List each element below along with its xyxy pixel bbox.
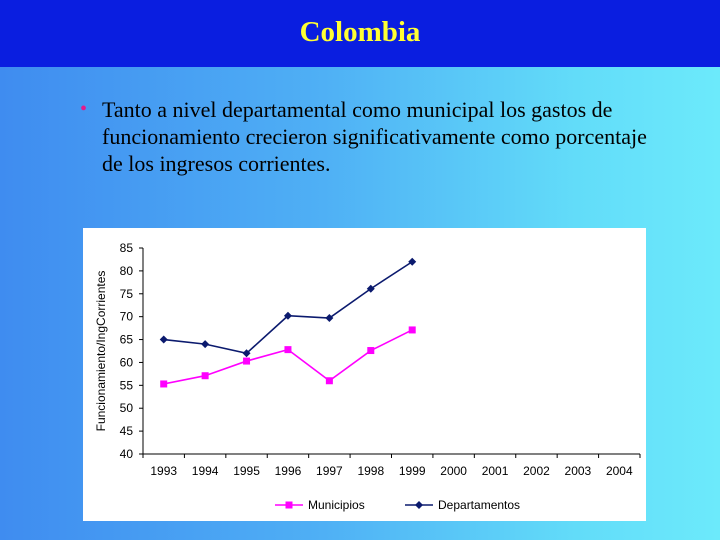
title-bar [0, 0, 720, 67]
x-tick-label: 1994 [192, 464, 219, 478]
x-tick-label: 2002 [523, 464, 550, 478]
data-point-1 [408, 257, 417, 266]
legend-swatch-marker [415, 501, 423, 509]
y-tick-label: 80 [120, 264, 134, 278]
line-chart: 40 45 50 55 60 65 70 75 80 85 1993 1994 1995 1996 1997… [94, 241, 641, 512]
slide-title: Colombia [299, 16, 421, 48]
data-point-1 [325, 314, 334, 323]
x-tick-label: 1996 [275, 464, 302, 478]
legend-label: Departamentos [438, 498, 520, 512]
legend-label: Municipios [308, 498, 365, 512]
data-point-0 [367, 347, 375, 355]
data-point-1 [242, 349, 251, 358]
data-point-1 [366, 284, 375, 293]
y-tick-label: 55 [120, 378, 134, 392]
data-point-0 [284, 346, 292, 354]
x-tick-label: 1993 [150, 464, 177, 478]
y-tick-label: 70 [120, 310, 134, 324]
y-tick-label: 45 [120, 424, 134, 438]
y-axis-title: Funcionamiento/IngCorrientes [94, 271, 108, 432]
bullet-text: Tanto a nivel departamental como municip… [102, 97, 647, 176]
chart-panel: 40 45 50 55 60 65 70 75 80 85 1993 1994 1995 1996 1997… [83, 228, 646, 521]
x-tick-label: 2001 [482, 464, 509, 478]
x-tick-label: 1997 [316, 464, 343, 478]
x-tick-label: 2000 [440, 464, 467, 478]
y-tick-label: 75 [120, 287, 134, 301]
data-point-0 [201, 372, 209, 380]
data-point-0 [243, 357, 251, 365]
x-tick-label: 1998 [357, 464, 384, 478]
data-point-0 [160, 380, 168, 388]
y-tick-label: 65 [120, 333, 134, 347]
y-tick-label: 60 [120, 355, 134, 369]
series-line-1 [163, 261, 413, 355]
x-tick-label: 2003 [565, 464, 592, 478]
x-tick-label: 2004 [606, 464, 633, 478]
data-point-1 [283, 311, 292, 320]
y-tick-label: 40 [120, 447, 134, 461]
x-tick-label: 1999 [399, 464, 426, 478]
bullet-marker: • [80, 98, 88, 120]
y-tick-label: 85 [120, 241, 134, 255]
legend-swatch-marker [285, 501, 293, 509]
y-tick-label: 50 [120, 401, 134, 415]
series-line-0 [163, 329, 413, 385]
data-point-1 [201, 340, 210, 349]
data-point-0 [408, 326, 416, 334]
data-point-0 [325, 377, 333, 385]
x-tick-label: 1995 [233, 464, 260, 478]
data-point-1 [159, 335, 168, 344]
